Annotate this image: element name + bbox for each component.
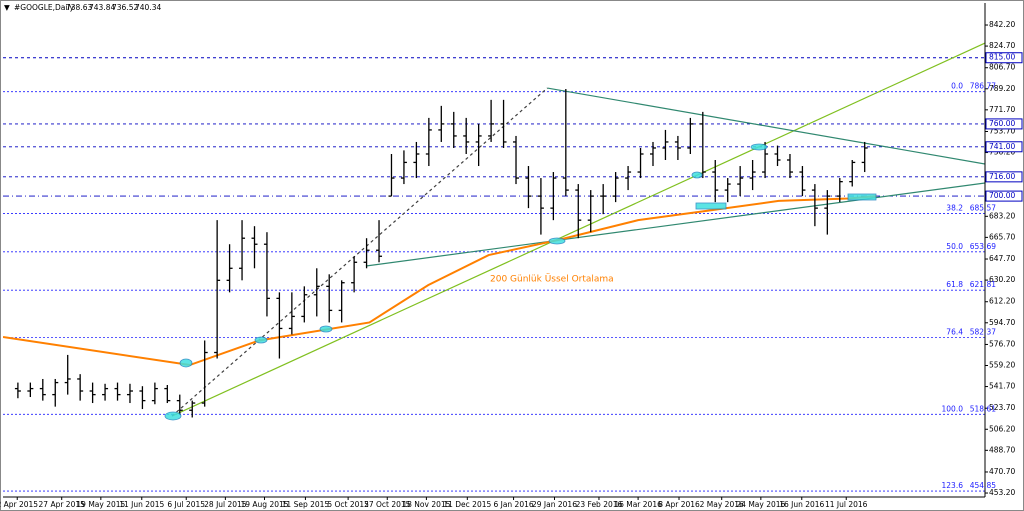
symbol-label: #GOOGLE,Daily	[14, 3, 75, 12]
fib-price: 582.37	[970, 328, 996, 337]
fib-price: 685.57	[970, 203, 996, 212]
fib-price: 653.69	[970, 242, 996, 251]
x-tick-label: 2 Apr 2015	[0, 500, 38, 509]
y-tick-label: 541.70	[989, 382, 1015, 391]
marker	[847, 193, 877, 201]
x-tick-label: 5 Oct 2015	[327, 500, 369, 509]
x-tick-label: 16 Jun 2016	[779, 500, 824, 509]
level-label: 760.00	[989, 119, 1015, 128]
x-tick-label: 6 Jan 2016	[493, 500, 533, 509]
marker	[695, 202, 727, 210]
fib-price: 454.85	[970, 481, 996, 490]
ohlc-close: 740.34	[135, 3, 161, 12]
fib-price: 621.81	[970, 280, 996, 289]
x-tick-label: 6 Jul 2015	[167, 500, 205, 509]
x-tick-label: 11 Dec 2015	[443, 500, 491, 509]
x-tick-label: 29 Jan 2016	[532, 500, 577, 509]
markers	[164, 143, 877, 421]
x-tick-label: 27 Apr 2015	[39, 500, 86, 509]
y-tick-label: 488.70	[989, 445, 1015, 454]
x-tick-label: 11 Jul 2016	[825, 500, 868, 509]
level-label: 741.00	[989, 142, 1015, 151]
y-tick-label: 665.70	[989, 232, 1015, 241]
x-tick-label: 2 May 2016	[700, 500, 744, 509]
marker	[691, 171, 703, 179]
y-tick-label: 594.70	[989, 318, 1015, 327]
y-tick-label: 683.20	[989, 211, 1015, 220]
y-tick-label: 612.20	[989, 297, 1015, 306]
x-tick-label: 16 Mar 2016	[614, 500, 662, 509]
marker	[750, 143, 768, 151]
ohlc-open: 738.63	[66, 3, 92, 12]
ohlc-low: 736.52	[112, 3, 138, 12]
fib-price: 786.77	[970, 82, 996, 91]
level-box	[985, 118, 1023, 130]
marker	[254, 336, 268, 344]
marker	[319, 325, 333, 333]
marker	[164, 411, 182, 421]
y-tick-label: 470.70	[989, 467, 1015, 476]
fib-level: 123.6	[942, 481, 964, 490]
y-tick-label: 506.20	[989, 424, 1015, 433]
fib-level: 76.4	[946, 328, 963, 337]
level-box	[985, 141, 1023, 153]
x-tick-label: 24 May 2016	[736, 500, 785, 509]
ema-label: 200 Günlük Üssel Ortalama	[490, 274, 614, 285]
ema-line	[3, 195, 877, 367]
x-tick-label: 11 Sep 2015	[282, 500, 330, 509]
x-tick-label: 28 Jul 2015	[204, 500, 247, 509]
y-tick-label: 824.70	[989, 41, 1015, 50]
ohlc-high: 743.84	[89, 3, 115, 12]
x-tick-label: 19 May 2015	[76, 500, 125, 509]
y-tick-label: 453.20	[989, 488, 1015, 497]
y-tick-label: 630.20	[989, 275, 1015, 284]
fib-level: 38.2	[946, 203, 963, 212]
fib-level: 61.8	[946, 280, 963, 289]
x-tick-label: 19 Aug 2015	[240, 500, 288, 509]
fib-level: 100.0	[942, 404, 964, 413]
y-tick-label: 559.20	[989, 360, 1015, 369]
level-box	[985, 171, 1023, 183]
x-tick-label: 23 Feb 2016	[576, 500, 623, 509]
marker	[548, 237, 566, 245]
level-box	[985, 190, 1023, 202]
x-tick-label: 8 Apr 2016	[658, 500, 700, 509]
x-tick-label: 18 Nov 2015	[402, 500, 450, 509]
level-box	[985, 52, 1023, 64]
y-tick-label: 753.70	[989, 126, 1015, 135]
y-tick-label: 806.70	[989, 63, 1015, 72]
level-label: 815.00	[989, 53, 1015, 62]
y-tick-label: 647.70	[989, 254, 1015, 263]
trend-line	[171, 87, 548, 417]
y-tick-label: 523.70	[989, 403, 1015, 412]
x-tick-label: 11 Jun 2015	[119, 500, 164, 509]
y-tick-label: 842.20	[989, 20, 1015, 29]
fib-level: 0.0	[951, 82, 963, 91]
y-tick-label: 771.70	[989, 105, 1015, 114]
fib-level: 50.0	[946, 242, 963, 251]
marker	[179, 358, 193, 368]
level-label: 716.00	[989, 172, 1015, 181]
x-tick-label: 27 Oct 2015	[364, 500, 411, 509]
trend-line	[547, 87, 985, 165]
level-label: 700.00	[989, 191, 1015, 200]
plot-area	[3, 42, 985, 492]
fib-price: 518.61	[970, 404, 996, 413]
menu-arrow: ▼	[4, 3, 10, 12]
y-tick-label: 576.70	[989, 339, 1015, 348]
y-tick-label: 789.20	[989, 84, 1015, 93]
trend-line	[365, 182, 985, 267]
